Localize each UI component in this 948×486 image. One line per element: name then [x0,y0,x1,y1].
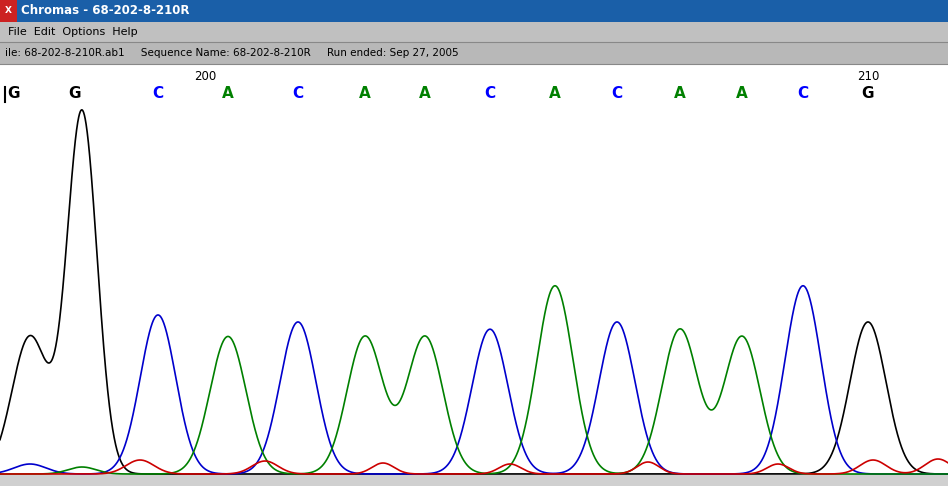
Text: G: G [862,87,874,102]
Text: A: A [359,87,371,102]
Text: G: G [69,87,82,102]
Bar [0,474,948,486]
Text: X: X [5,6,12,16]
Text: ile: 68-202-8-210R.ab1     Sequence Name: 68-202-8-210R     Run ended: Sep 27, 2: ile: 68-202-8-210R.ab1 Sequence Name: 68… [5,48,459,58]
Text: 210: 210 [857,70,879,84]
Text: C: C [292,87,303,102]
Text: A: A [737,87,748,102]
Bar [0,0,17,22]
Bar [0,0,948,22]
Bar [0,64,948,486]
Text: A: A [549,87,561,102]
Text: C: C [611,87,623,102]
Text: C: C [797,87,809,102]
Text: File  Edit  Options  Help: File Edit Options Help [8,27,137,37]
Text: A: A [419,87,431,102]
Bar [0,42,948,64]
Text: C: C [484,87,496,102]
Bar [0,22,948,42]
Text: Chromas - 68-202-8-210R: Chromas - 68-202-8-210R [21,4,190,17]
Text: A: A [674,87,685,102]
Text: A: A [222,87,234,102]
Text: C: C [153,87,164,102]
Text: G: G [8,87,20,102]
Text: 200: 200 [194,70,216,84]
